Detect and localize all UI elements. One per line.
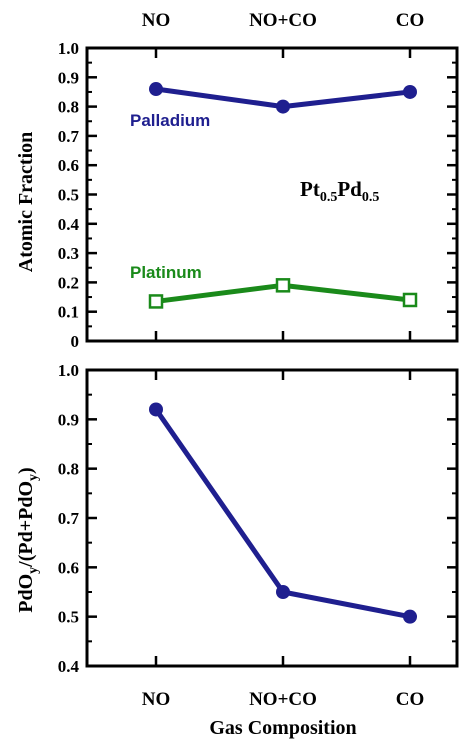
y-tick-label-0-2: 0.2 <box>58 273 79 292</box>
bottom-panel: 0.4 0.5 0.6 0.7 0.8 0.9 1.0 NO NO+CO CO <box>58 361 459 710</box>
category-label-top-2: CO <box>396 10 425 31</box>
category-label-top-1: NO+CO <box>249 10 317 31</box>
y-tick-label-1-6: 1.0 <box>58 361 79 380</box>
y-tick-label-0-3: 0.3 <box>58 244 79 263</box>
panel-frame-1 <box>85 368 459 668</box>
series-label-palladium: Palladium <box>130 111 210 130</box>
data-point-0-0-2 <box>403 84 417 99</box>
category-label-bottom-1: NO+CO <box>249 689 317 710</box>
data-point-0-1-0 <box>148 294 164 309</box>
category-label-bottom-2: CO <box>396 689 425 710</box>
y-tick-label-1-5: 0.9 <box>58 410 79 429</box>
y-tick-label-1-0: 0.4 <box>58 657 80 676</box>
data-point-0-0-1 <box>276 99 290 114</box>
y-tick-label-1-1: 0.5 <box>58 608 79 627</box>
top-y-axis-title: Atomic Fraction <box>15 132 37 273</box>
y-tick-label-0-9: 0.9 <box>58 68 79 87</box>
data-point-0-1-2 <box>402 292 418 308</box>
top-panel: 0 0.1 0.2 0.3 0.4 0.5 0.6 0.7 0.8 0.9 1.0 NO NO+CO CO… <box>58 10 459 351</box>
data-point-0-1-1 <box>275 278 291 293</box>
y-tick-label-0-0: 0 <box>71 332 80 351</box>
y-tick-label-0-6: 0.6 <box>58 156 79 175</box>
y-tick-label-0-5: 0.5 <box>58 186 79 205</box>
data-point-1-0-0 <box>149 402 163 417</box>
data-point-1-0-1 <box>276 585 290 599</box>
category-label-top-0: NO <box>142 10 171 31</box>
data-point-1-0-2 <box>403 609 417 624</box>
category-label-bottom-0: NO <box>142 689 171 710</box>
y-tick-label-0-1: 0.1 <box>58 303 79 322</box>
data-point-0-0-0 <box>149 82 163 97</box>
bottom-y-axis-title: PdOy/(Pd+PdOy) <box>15 467 41 612</box>
y-tick-label-0-8: 0.8 <box>58 98 79 117</box>
x-axis-title: Gas Composition <box>209 717 356 739</box>
y-tick-label-1-2: 0.6 <box>58 558 79 577</box>
y-tick-label-0-4: 0.4 <box>58 215 80 234</box>
y-tick-label-1-4: 0.8 <box>58 460 79 479</box>
y-tick-label-1-3: 0.7 <box>58 509 80 528</box>
y-tick-label-0-10: 1.0 <box>58 39 79 58</box>
y-tick-label-0-7: 0.7 <box>58 127 80 146</box>
composition-annotation: Pt0.5Pd0.5 <box>300 177 379 205</box>
series-label-platinum: Platinum <box>130 263 202 282</box>
